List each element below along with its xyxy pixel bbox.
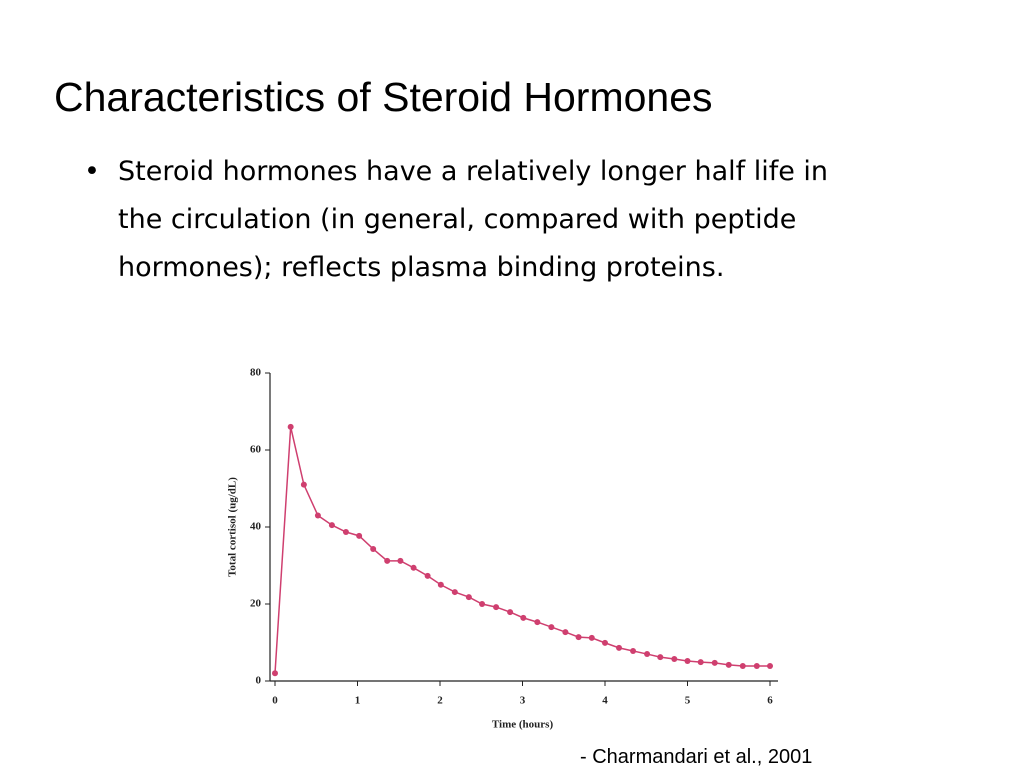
x-tick-label: 6 xyxy=(767,695,773,707)
x-tick-label: 2 xyxy=(437,695,443,707)
data-point xyxy=(479,601,486,607)
data-point xyxy=(272,670,278,677)
x-axis-label: Time (hours) xyxy=(492,719,554,731)
data-point xyxy=(616,644,623,651)
data-point xyxy=(671,656,678,663)
data-point xyxy=(300,481,307,488)
bullet: • Steroid hormones have a relatively lon… xyxy=(84,148,828,292)
data-point xyxy=(657,654,664,661)
y-tick-label: 40 xyxy=(250,521,262,533)
x-tick-label: 4 xyxy=(602,695,608,707)
data-point xyxy=(697,659,704,666)
data-point xyxy=(644,651,651,658)
data-point xyxy=(507,609,514,616)
y-axis-label: Total cortisol (ug/dL) xyxy=(227,477,239,577)
data-point xyxy=(588,634,595,641)
data-point xyxy=(684,657,691,664)
bullet-line: the circulation (in general, compared wi… xyxy=(118,204,797,235)
bullet-line: hormones); reflects plasma binding prote… xyxy=(118,252,725,283)
data-point xyxy=(342,529,349,536)
data-point xyxy=(451,589,458,596)
data-point xyxy=(384,557,391,564)
slide-title: Characteristics of Steroid Hormones xyxy=(54,74,713,120)
data-point xyxy=(493,604,500,611)
bullet-dot: • xyxy=(84,156,100,187)
data-line xyxy=(274,426,770,674)
data-point xyxy=(287,423,294,430)
data-point xyxy=(562,629,569,636)
x-tick-label: 0 xyxy=(272,695,278,707)
bullet-line: Steroid hormones have a relatively longe… xyxy=(118,156,829,187)
citation: - Charmandari et al., 2001 xyxy=(580,746,813,768)
data-point xyxy=(410,564,417,571)
data-point xyxy=(356,532,363,539)
data-point xyxy=(575,634,582,641)
data-point xyxy=(602,639,608,646)
x-tick-label: 1 xyxy=(355,695,361,707)
x-tick-label: 3 xyxy=(520,695,526,707)
data-point xyxy=(314,512,321,519)
data-point xyxy=(534,619,541,626)
y-tick-label: 80 xyxy=(250,367,262,379)
data-point xyxy=(711,659,718,666)
y-tick-label: 60 xyxy=(250,444,262,456)
data-point xyxy=(424,572,431,579)
y-tick-label: 20 xyxy=(250,598,262,610)
data-point xyxy=(370,545,377,552)
data-point xyxy=(437,581,444,588)
y-tick-label: 0 xyxy=(256,675,262,687)
data-point xyxy=(548,624,555,631)
data-point xyxy=(397,557,404,564)
data-point xyxy=(328,522,335,529)
data-point xyxy=(767,662,773,669)
data-point xyxy=(739,662,746,669)
data-point xyxy=(753,662,760,669)
x-tick-label: 5 xyxy=(685,695,691,707)
data-point xyxy=(725,661,732,668)
data-point xyxy=(630,647,637,654)
data-point xyxy=(520,614,527,621)
data-point xyxy=(465,594,472,601)
